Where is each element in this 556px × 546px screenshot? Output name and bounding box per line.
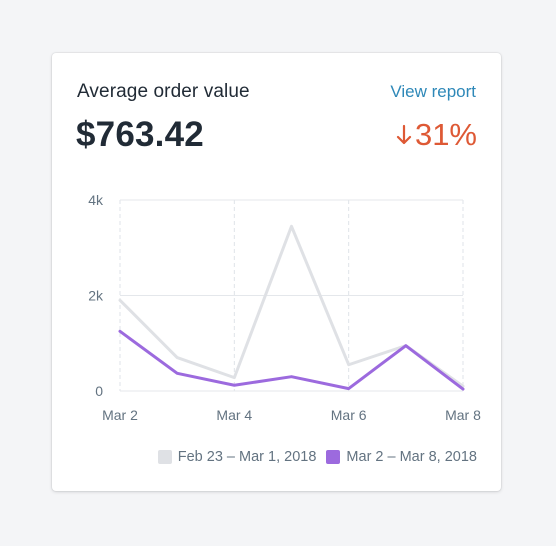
series-line-current [118,329,465,391]
legend-label: Feb 23 – Mar 1, 2018 [177,449,317,465]
x-tick-label: Mar 8 [445,407,481,423]
legend-label: Mar 2 – Mar 8, 2018 [346,449,477,465]
change-indicator: 31% [396,117,477,153]
legend-item: Feb 23 – Mar 1, 2018 [157,449,317,465]
legend-swatch [326,450,341,464]
legend-item: Mar 2 – Mar 8, 2018 [326,449,477,465]
series-line-previous [118,224,465,388]
view-report-link[interactable]: View report [390,82,476,101]
metric-value: $763.42 [76,115,204,154]
change-percent: 31% [414,117,477,152]
legend-swatch [157,450,172,464]
x-tick-label: Mar 2 [102,407,138,423]
line-chart: 0 2k 4k Mar 2 Mar 4 Mar 6 Mar 8 [88,192,481,423]
y-tick-label: 2k [88,288,104,304]
average-order-value-card: Average order value View report $763.42 … [52,53,501,491]
chart-legend: Feb 23 – Mar 1, 2018 Mar 2 – Mar 8, 2018 [157,449,477,465]
x-tick-label: Mar 6 [331,407,367,423]
y-tick-label: 4k [88,192,104,208]
arrow-down-icon [396,124,412,145]
y-tick-label: 0 [95,383,103,399]
x-tick-label: Mar 4 [216,407,252,423]
card-title: Average order value [77,81,250,102]
